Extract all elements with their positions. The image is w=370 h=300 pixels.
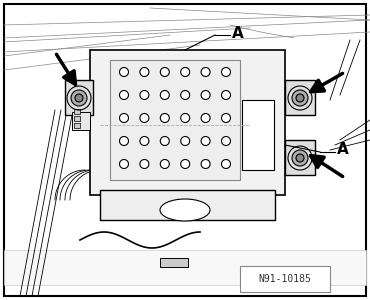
- Circle shape: [222, 113, 231, 122]
- Circle shape: [160, 91, 169, 100]
- Circle shape: [140, 136, 149, 146]
- Circle shape: [160, 136, 169, 146]
- Circle shape: [160, 68, 169, 76]
- Text: A: A: [232, 26, 244, 40]
- Bar: [4, 250, 366, 285]
- Circle shape: [140, 113, 149, 122]
- Bar: [240, 266, 330, 292]
- Bar: [74, 109, 80, 114]
- Circle shape: [181, 136, 190, 146]
- Circle shape: [201, 160, 210, 169]
- Circle shape: [71, 90, 87, 106]
- Circle shape: [201, 91, 210, 100]
- Bar: [285, 80, 315, 115]
- Circle shape: [292, 150, 308, 166]
- Circle shape: [222, 68, 231, 76]
- Circle shape: [201, 68, 210, 76]
- Text: N91-10185: N91-10185: [259, 274, 312, 284]
- Circle shape: [201, 113, 210, 122]
- Bar: [100, 190, 275, 220]
- Circle shape: [292, 90, 308, 106]
- Circle shape: [160, 113, 169, 122]
- Bar: [242, 100, 274, 170]
- Circle shape: [120, 160, 128, 169]
- Text: A: A: [337, 142, 349, 158]
- Circle shape: [296, 154, 304, 162]
- Bar: [110, 60, 240, 180]
- Circle shape: [181, 68, 190, 76]
- Ellipse shape: [160, 199, 210, 221]
- Bar: [72, 112, 90, 130]
- Circle shape: [222, 136, 231, 146]
- Circle shape: [140, 68, 149, 76]
- Circle shape: [140, 160, 149, 169]
- Bar: [160, 258, 188, 267]
- Circle shape: [140, 91, 149, 100]
- Circle shape: [296, 94, 304, 102]
- Bar: [285, 140, 315, 175]
- Circle shape: [181, 113, 190, 122]
- Circle shape: [222, 160, 231, 169]
- Circle shape: [120, 136, 128, 146]
- Bar: [74, 123, 80, 128]
- Circle shape: [75, 94, 83, 102]
- Circle shape: [222, 91, 231, 100]
- Bar: [65, 80, 93, 115]
- Circle shape: [160, 160, 169, 169]
- Circle shape: [120, 113, 128, 122]
- Circle shape: [120, 68, 128, 76]
- Circle shape: [181, 160, 190, 169]
- Bar: [90, 50, 285, 195]
- Circle shape: [120, 91, 128, 100]
- Circle shape: [181, 91, 190, 100]
- Circle shape: [201, 136, 210, 146]
- Bar: [74, 116, 80, 121]
